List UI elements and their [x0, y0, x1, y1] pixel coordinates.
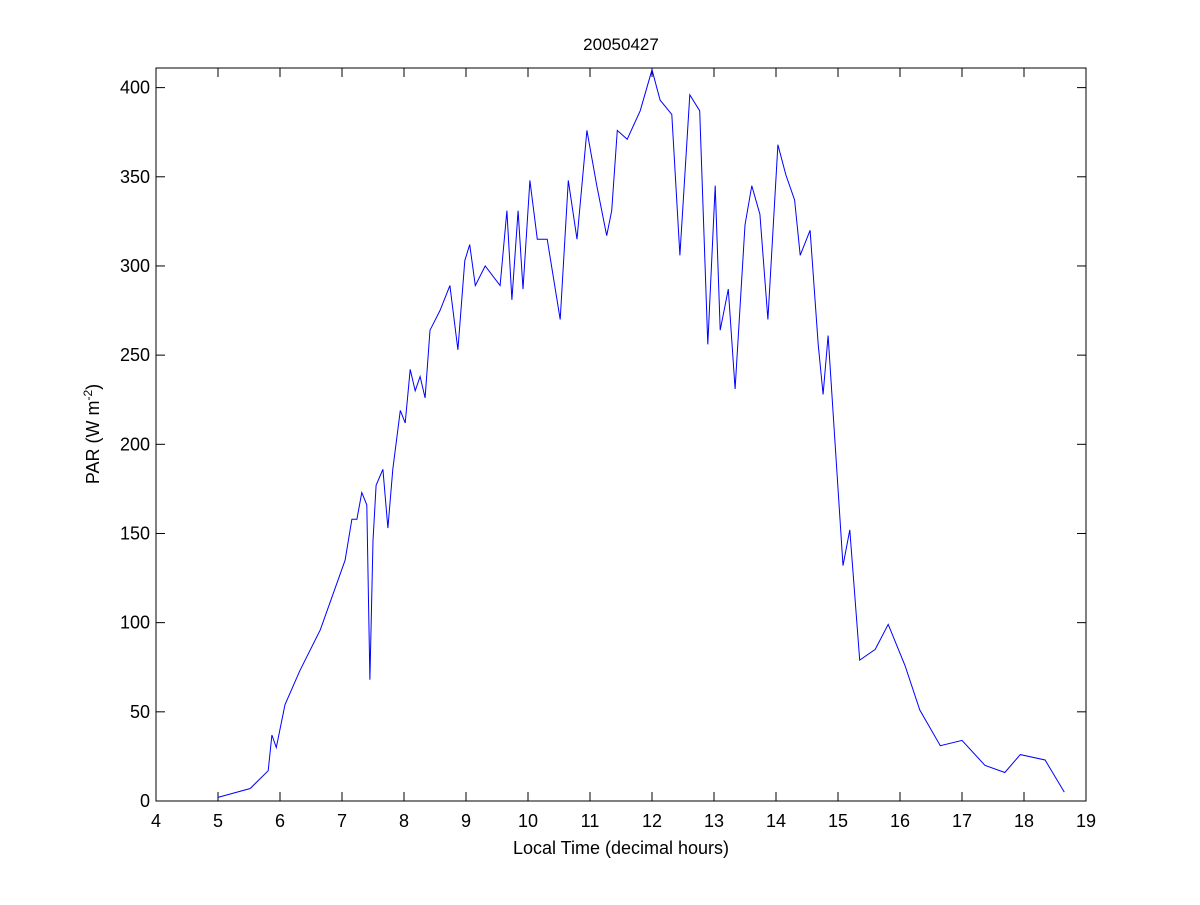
- par-series-line: [217, 67, 1065, 798]
- x-tick-label: 19: [1076, 811, 1096, 831]
- x-tick-label: 8: [399, 811, 409, 831]
- y-tick-label: 50: [130, 702, 150, 722]
- plot-area: [155, 67, 1087, 802]
- y-tick-label: 100: [120, 613, 150, 633]
- y-axis-label-exponent: -2: [81, 390, 95, 401]
- x-tick-label: 5: [213, 811, 223, 831]
- y-tick-label: 350: [120, 167, 150, 187]
- x-tick-label: 9: [461, 811, 471, 831]
- y-tick-label: 150: [120, 523, 150, 543]
- y-axis-label: PAR (W m-2): [81, 384, 103, 484]
- y-tick-label: 400: [120, 78, 150, 98]
- chart-title: 20050427: [583, 35, 659, 54]
- y-tick-label: 0: [140, 791, 150, 811]
- x-tick-label: 12: [642, 811, 662, 831]
- x-tick-label: 18: [1014, 811, 1034, 831]
- y-tick-label: 250: [120, 345, 150, 365]
- y-tick-label: 300: [120, 256, 150, 276]
- x-axis-label: Local Time (decimal hours): [513, 838, 729, 858]
- x-tick-label: 17: [952, 811, 972, 831]
- x-tick-label: 15: [828, 811, 848, 831]
- x-tick-label: 7: [337, 811, 347, 831]
- x-tick-label: 10: [518, 811, 538, 831]
- x-tick-label: 6: [275, 811, 285, 831]
- y-tick-label: 200: [120, 434, 150, 454]
- x-tick-label: 4: [151, 811, 161, 831]
- x-tick-label: 11: [581, 811, 600, 831]
- axis-ticks: 4 5 6 7 8 9 10 11 12 13 14 15 16 17 18 19 0 50 100 150 200 25…: [120, 68, 1096, 831]
- y-axis-label-close: ): [83, 384, 103, 390]
- x-tick-label: 14: [766, 811, 786, 831]
- x-tick-label: 16: [890, 811, 910, 831]
- y-axis-label-base: PAR (W m: [83, 401, 103, 485]
- x-tick-label: 13: [704, 811, 724, 831]
